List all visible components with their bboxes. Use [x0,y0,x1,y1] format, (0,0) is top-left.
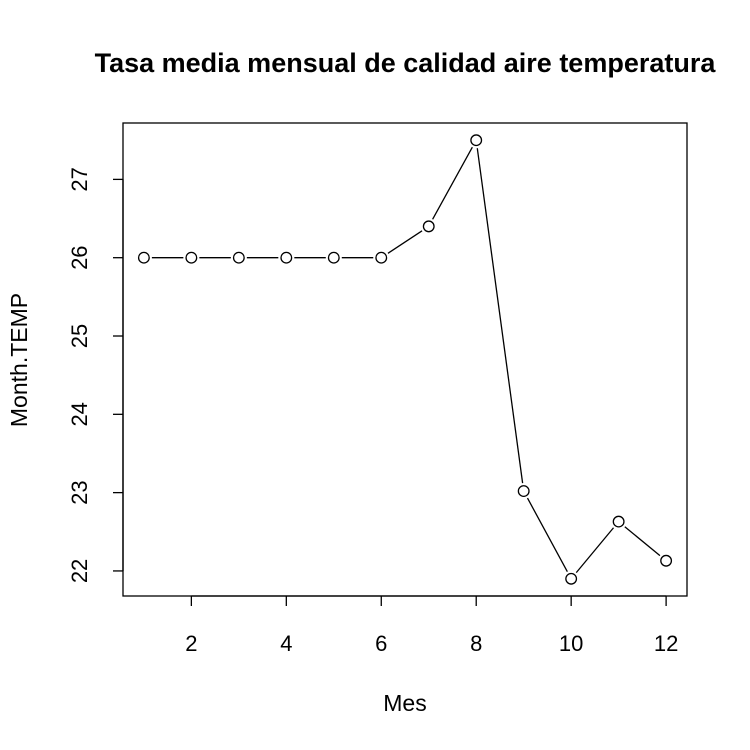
x-tick-label: 4 [280,631,292,656]
data-point [185,251,198,264]
x-axis-label: Mes [383,690,426,716]
y-tick-label: 24 [67,402,92,426]
data-point [612,515,625,528]
data-point [660,554,673,567]
data-point [517,485,530,498]
data-point [375,251,388,264]
x-tick-label: 2 [185,631,197,656]
y-tick-label: 23 [67,480,92,504]
y-tick-label: 22 [67,559,92,583]
y-tick-label: 25 [67,324,92,348]
y-tick-label: 26 [67,245,92,269]
y-tick-label: 27 [67,167,92,191]
plot-area-frame [122,122,688,597]
data-point [137,251,150,264]
series-line-segment [387,230,423,254]
y-axis: 22 23 24 25 26 27 [67,167,124,583]
x-tick-label: 10 [559,631,583,656]
x-axis: 2 4 6 8 10 12 [185,595,678,656]
chart-title: Tasa media mensual de calidad aire tempe… [95,48,717,78]
data-point [327,251,340,264]
data-point [232,251,245,264]
series-line-segment [575,527,615,574]
series-line-segment [476,148,524,484]
data-point [565,572,578,585]
data-point [470,134,483,147]
series-layer [137,134,673,585]
x-tick-label: 12 [654,631,678,656]
data-point [280,251,293,264]
series-line-segment [432,146,473,220]
series-line-segment [624,526,661,557]
data-point [422,220,435,233]
x-tick-label: 8 [470,631,482,656]
x-tick-label: 6 [375,631,387,656]
series-line-segment [526,497,568,573]
y-axis-label: Month.TEMP [6,293,32,427]
